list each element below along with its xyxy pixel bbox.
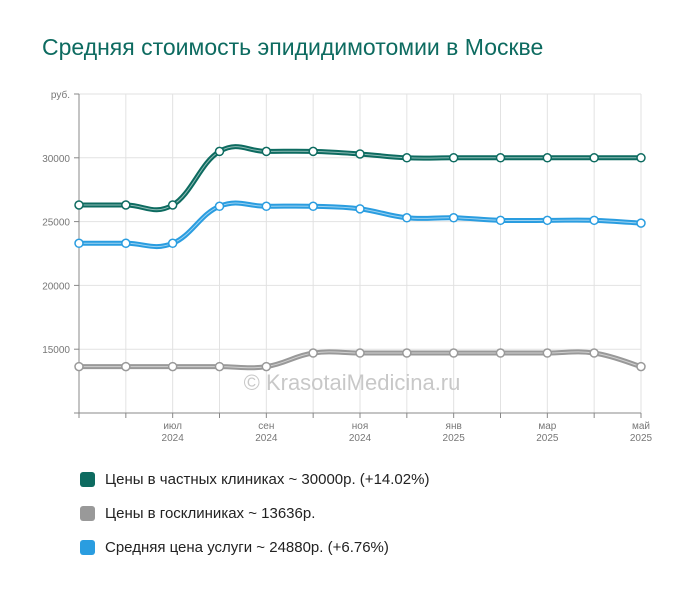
y-tick-label: 25000: [42, 218, 70, 229]
legend-label: Цены в частных клиниках ~ 30000р. (+14.0…: [105, 470, 430, 488]
x-tick-label: 2025: [630, 433, 653, 444]
data-point-public: [495, 348, 506, 358]
legend-label: Средняя цена услуги ~ 24880р. (+6.76%): [105, 538, 389, 556]
x-tick-label: июл: [163, 421, 182, 432]
chart-title: Средняя стоимость эпидидимотомии в Москв…: [42, 34, 544, 60]
data-point-private: [495, 153, 506, 163]
data-point-public: [167, 361, 178, 372]
data-point-public: [74, 361, 84, 372]
data-point-private: [589, 153, 599, 163]
y-tick-label: 15000: [42, 345, 70, 356]
y-tick-label: 30000: [42, 154, 70, 165]
legend-swatch: [80, 539, 95, 555]
data-point-average: [402, 213, 412, 223]
x-tick-label: мар: [538, 421, 556, 432]
legend-item-public[interactable]: Цены в госклиниках ~ 13636р.: [80, 496, 429, 530]
data-point-average: [214, 201, 225, 212]
legend-item-private[interactable]: Цены в частных клиниках ~ 30000р. (+14.0…: [80, 462, 429, 496]
data-point-public: [542, 348, 553, 358]
data-point-private: [214, 146, 225, 157]
data-point-public: [589, 348, 599, 358]
data-point-private: [355, 149, 365, 159]
data-point-private: [542, 153, 553, 163]
data-point-private: [402, 153, 412, 163]
data-point-public: [261, 361, 272, 372]
data-point-private: [448, 153, 459, 163]
line-chart: 15000200002500030000руб.июл2024сен2024но…: [42, 89, 652, 444]
data-point-public: [121, 361, 131, 372]
x-tick-label: 2024: [349, 433, 372, 444]
data-point-public: [636, 361, 646, 372]
data-point-average: [121, 238, 131, 249]
x-tick-label: май: [632, 421, 650, 432]
legend: Цены в частных клиниках ~ 30000р. (+14.0…: [80, 462, 429, 564]
data-point-public: [308, 348, 318, 358]
data-point-private: [167, 200, 178, 210]
x-tick-label: 2025: [536, 433, 559, 444]
data-point-private: [636, 153, 646, 163]
data-point-average: [74, 238, 84, 249]
x-tick-label: сен: [258, 421, 274, 432]
data-point-average: [308, 201, 318, 212]
data-point-average: [355, 204, 365, 214]
x-tick-label: 2024: [162, 433, 185, 444]
data-point-public: [448, 348, 459, 358]
data-point-public: [355, 348, 365, 358]
data-point-private: [308, 146, 318, 157]
y-axis-label: руб.: [51, 89, 70, 101]
watermark: © KrasotaiMedicina.ru: [244, 370, 461, 395]
data-point-private: [261, 146, 272, 157]
legend-swatch: [80, 471, 95, 487]
data-point-average: [448, 213, 459, 223]
x-tick-label: 2024: [255, 433, 278, 444]
data-point-average: [589, 215, 599, 226]
y-tick-label: 20000: [42, 281, 70, 292]
data-point-private: [121, 200, 131, 210]
x-tick-label: ноя: [352, 421, 369, 432]
data-point-average: [542, 215, 553, 226]
data-point-private: [74, 200, 84, 210]
data-point-public: [402, 348, 412, 358]
legend-swatch: [80, 505, 95, 521]
x-tick-label: 2025: [443, 433, 466, 444]
data-point-public: [214, 361, 225, 372]
series-points: [74, 146, 646, 372]
legend-item-average[interactable]: Средняя цена услуги ~ 24880р. (+6.76%): [80, 530, 429, 564]
data-point-average: [636, 218, 646, 228]
data-point-average: [261, 201, 272, 212]
axes: 15000200002500030000руб.июл2024сен2024но…: [42, 89, 652, 444]
legend-label: Цены в госклиниках ~ 13636р.: [105, 504, 316, 522]
x-tick-label: янв: [446, 421, 462, 432]
data-point-average: [167, 238, 178, 249]
data-point-average: [495, 215, 506, 226]
